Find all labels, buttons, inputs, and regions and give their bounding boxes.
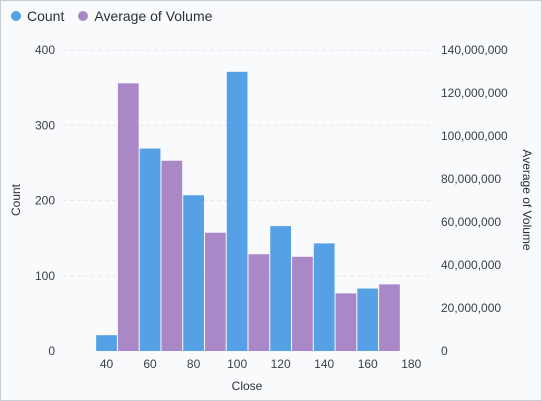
y-axis-label: Count	[9, 183, 23, 216]
legend-item-average-volume[interactable]: Average of Volume	[78, 8, 212, 24]
bars	[96, 71, 400, 351]
count-bar[interactable]	[183, 195, 204, 351]
volume-bar[interactable]	[379, 284, 400, 351]
count-bar[interactable]	[357, 288, 379, 351]
x-axis-label: Close	[232, 379, 263, 393]
y2-tick-label: 0	[441, 344, 448, 358]
x-tick-label: 120	[271, 357, 291, 371]
y-tick-label: 0	[48, 344, 55, 358]
y2-tick-label: 20,000,000	[441, 301, 501, 315]
count-bar[interactable]	[139, 148, 161, 351]
x-tick-label: 80	[187, 357, 201, 371]
x-tick-label: 60	[143, 357, 157, 371]
y2-tick-label: 120,000,000	[441, 86, 508, 100]
volume-bar[interactable]	[335, 293, 357, 351]
y-axis-ticks: 0 100 200 300 400	[35, 43, 55, 358]
x-tick-label: 140	[314, 357, 334, 371]
volume-bar[interactable]	[292, 256, 313, 351]
grid-lines	[63, 49, 433, 277]
legend-label-count: Count	[27, 8, 65, 24]
volume-bar[interactable]	[161, 160, 183, 351]
legend-dot-volume-icon	[78, 11, 89, 21]
legend: Count Average of Volume	[11, 7, 212, 25]
y-tick-label: 400	[35, 43, 55, 57]
y-tick-label: 100	[35, 269, 55, 283]
count-bar[interactable]	[226, 71, 248, 351]
count-bar[interactable]	[96, 335, 117, 351]
y2-tick-label: 40,000,000	[441, 258, 501, 272]
y2-tick-label: 140,000,000	[441, 43, 508, 57]
volume-bar[interactable]	[248, 254, 270, 351]
x-axis-ticks: 40 60 80 100 120 140 160 180	[100, 357, 422, 371]
legend-label-volume: Average of Volume	[94, 8, 213, 24]
volume-bar[interactable]	[204, 232, 226, 351]
x-tick-label: 100	[227, 357, 247, 371]
y2-tick-label: 100,000,000	[441, 129, 508, 143]
y2-tick-label: 60,000,000	[441, 215, 501, 229]
y2-axis-ticks: 0 20,000,000 40,000,000 60,000,000 80,000,00…	[441, 43, 508, 358]
y-tick-label: 300	[35, 118, 55, 132]
y2-tick-label: 80,000,000	[441, 172, 501, 186]
x-tick-label: 160	[358, 357, 378, 371]
legend-dot-count-icon	[11, 11, 21, 21]
volume-bar[interactable]	[117, 83, 139, 351]
x-tick-label: 180	[401, 357, 421, 371]
legend-item-count[interactable]: Count	[11, 8, 64, 24]
x-tick-label: 40	[100, 357, 114, 371]
count-bar[interactable]	[313, 243, 335, 351]
y2-axis-label: Average of Volume	[520, 149, 534, 251]
y-tick-label: 200	[35, 194, 55, 208]
count-bar[interactable]	[270, 226, 292, 351]
